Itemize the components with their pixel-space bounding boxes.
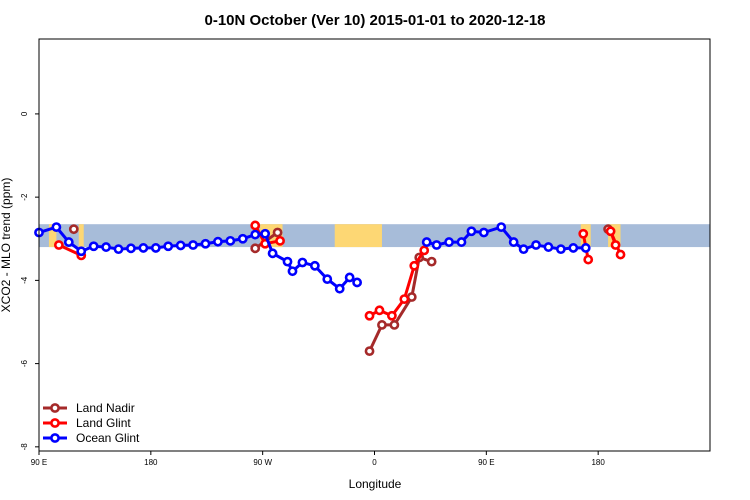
data-point [568, 243, 579, 253]
y-axis-title: XCO2 - MLO trend (ppm) [0, 178, 13, 313]
data-point [496, 222, 507, 233]
data-point [88, 241, 99, 252]
data-point [150, 243, 161, 253]
x-tick-label: 90 E [31, 458, 47, 467]
data-point [113, 244, 124, 255]
data-point [555, 244, 566, 255]
data-point [583, 254, 594, 265]
x-tick-label: 180 [591, 458, 605, 467]
data-point [456, 237, 467, 247]
data-point [406, 292, 417, 302]
data-point [297, 257, 308, 268]
y-tick-label: 0 [20, 111, 29, 116]
data-point [466, 226, 477, 237]
data-point [344, 272, 355, 283]
chart-title: 0-10N October (Ver 10) 2015-01-01 to 202… [204, 12, 545, 29]
data-point [53, 240, 64, 250]
data-point [399, 294, 410, 305]
data-point [578, 228, 589, 239]
data-point [200, 238, 211, 249]
legend-label: Land Nadir [76, 401, 135, 415]
data-point [444, 237, 454, 247]
series-ocean-glint [34, 222, 591, 294]
legend-label: Land Glint [76, 416, 131, 430]
data-point [431, 240, 442, 250]
data-point [188, 240, 198, 250]
land-patch [78, 224, 84, 248]
x-tick-label: 180 [144, 458, 158, 467]
data-point [364, 346, 375, 357]
data-point [282, 256, 293, 267]
data-point [419, 245, 430, 256]
data-point [610, 240, 621, 250]
data-point [225, 235, 236, 246]
legend-marker [50, 418, 60, 428]
y-tick-label: -8 [20, 443, 29, 451]
data-point [267, 248, 278, 259]
series-layer [34, 220, 626, 357]
data-point [322, 274, 333, 285]
data-point [352, 277, 363, 288]
data-point [175, 240, 186, 251]
data-point [543, 242, 554, 252]
x-axis-title: Longitude [349, 477, 402, 491]
legend-marker [50, 403, 60, 413]
land-patch [48, 224, 57, 248]
land-patch [334, 224, 382, 248]
data-point [101, 242, 111, 252]
y-tick-label: -2 [20, 193, 29, 201]
data-point [364, 310, 375, 321]
data-point [409, 260, 420, 271]
data-point [386, 310, 397, 321]
x-tick-label: 90 E [478, 458, 494, 467]
data-point [163, 241, 174, 252]
x-tick-label: 90 W [253, 458, 272, 467]
data-point [237, 233, 248, 244]
data-point [272, 227, 283, 238]
data-point [138, 243, 149, 253]
x-tick-label: 0 [372, 458, 377, 467]
data-point [389, 320, 400, 330]
data-point [605, 226, 616, 237]
y-tick-label: -6 [20, 360, 29, 368]
x-axis: 90 E 180 90 W 0 90 E 180 [31, 451, 605, 467]
data-point [63, 237, 74, 247]
data-point [213, 236, 223, 247]
data-point [260, 228, 271, 239]
data-point [580, 243, 591, 253]
data-point [518, 244, 529, 255]
legend-label: Ocean Glint [76, 431, 140, 445]
data-point [374, 305, 385, 316]
data-point [287, 266, 298, 277]
data-point [126, 243, 136, 254]
data-point [334, 283, 345, 294]
y-axis: 0 -2 -4 -6 -8 [20, 111, 39, 450]
data-point [531, 240, 541, 250]
data-point [508, 237, 519, 247]
legend-marker [50, 433, 60, 443]
data-point [250, 220, 261, 231]
data-point [478, 227, 489, 238]
data-point [421, 237, 432, 247]
data-point [615, 249, 626, 260]
data-point [68, 224, 79, 235]
data-point [76, 246, 87, 257]
data-point [426, 256, 437, 267]
data-point [275, 235, 285, 246]
data-point [250, 243, 261, 254]
data-point [377, 320, 387, 330]
data-point [51, 222, 62, 233]
data-point [250, 229, 261, 240]
data-point [309, 260, 320, 271]
series-line [38, 225, 358, 291]
y-tick-label: -4 [20, 276, 29, 284]
